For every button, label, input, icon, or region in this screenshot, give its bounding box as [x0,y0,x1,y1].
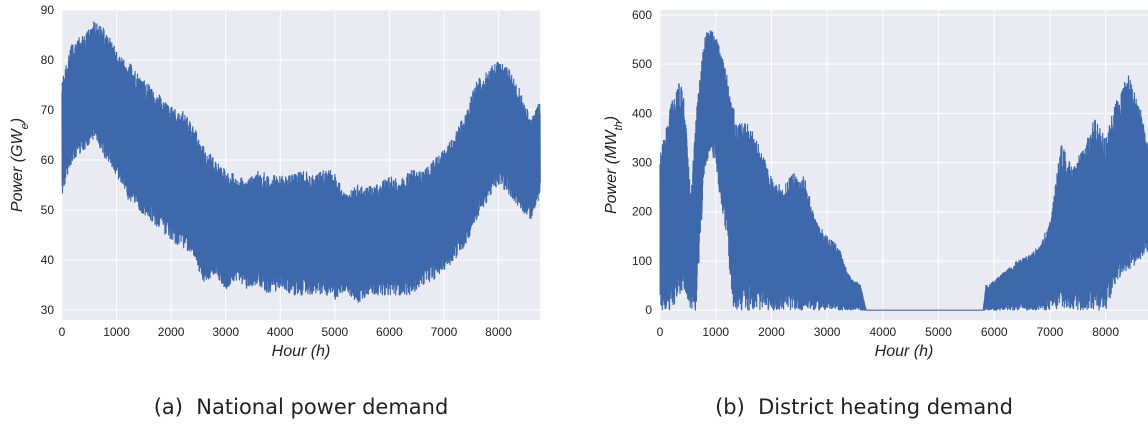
x-tick-label: 8000 [1092,325,1119,339]
y-tick-label: 50 [41,203,55,217]
y-axis-label-b-sub: th [613,121,625,130]
y-axis-label-a-main: Power (GW [9,127,26,212]
x-axis-label-b: Hour (h) [875,343,934,360]
x-axis-label-a: Hour (h) [272,343,331,360]
x-tick-label: 0 [657,325,664,339]
series-line [659,30,1148,311]
y-tick-labels-a: 30 40 50 60 70 80 90 [41,3,55,317]
x-tick-labels-b: 0 1000 2000 3000 4000 5000 6000 7000 8000 [657,325,1120,339]
series-line [61,21,541,303]
x-tick-label: 6000 [376,325,403,339]
y-tick-label: 500 [632,57,652,71]
x-tick-label: 3000 [814,325,841,339]
x-tick-labels-a: 0 1000 2000 3000 4000 5000 6000 7000 8000 [59,325,513,339]
x-tick-label: 4000 [869,325,896,339]
y-axis-label-a-close: ) [9,118,26,125]
x-axis-label-b-unit: (h) [914,343,934,360]
x-tick-label: 5000 [321,325,348,339]
y-tick-label: 200 [632,205,652,219]
x-tick-label: 7000 [1037,325,1064,339]
x-tick-label: 0 [59,325,66,339]
y-tick-label: 600 [632,8,652,22]
y-tick-label: 400 [632,106,652,120]
x-tick-label: 5000 [925,325,952,339]
x-axis-label-a-unit: (h) [311,343,331,360]
y-tick-label: 100 [632,254,652,268]
series-a [61,21,541,303]
y-tick-label: 70 [41,103,55,117]
x-tick-label: 4000 [267,325,294,339]
caption-b: (b) District heating demand [715,395,1013,419]
y-tick-label: 60 [41,153,55,167]
chart-district-heating-demand: 0 1000 2000 3000 4000 5000 6000 7000 8000 0 100 20… [603,8,1148,419]
y-tick-label: 40 [41,253,55,267]
x-tick-label: 3000 [212,325,239,339]
x-tick-label: 7000 [431,325,458,339]
y-tick-label: 30 [41,303,55,317]
x-tick-label: 2000 [158,325,185,339]
x-axis-label-b-main: Hour [875,343,914,360]
y-axis-label-b: Power (MWth) [603,116,625,214]
y-axis-label-b-main: Power (MW [603,129,620,214]
x-tick-label: 6000 [981,325,1008,339]
x-tick-label: 8000 [485,325,512,339]
y-tick-labels-b: 0 100 200 300 400 500 600 [632,8,652,317]
x-axis-label-a-main: Hour [272,343,311,360]
x-tick-label: 2000 [758,325,785,339]
y-tick-label: 0 [645,303,652,317]
y-tick-label: 300 [632,156,652,170]
caption-a: (a) National power demand [154,395,449,419]
x-tick-label: 1000 [702,325,729,339]
chart-national-power-demand: 0 1000 2000 3000 4000 5000 6000 7000 8000 30 40 50… [9,3,541,419]
x-tick-label: 1000 [103,325,130,339]
y-axis-label-a: Power (GWe) [9,118,31,212]
y-tick-label: 90 [41,3,55,17]
y-tick-label: 80 [41,53,55,67]
y-axis-label-a-sub: e [19,123,31,129]
series-b [659,30,1148,311]
y-axis-label-b-close: ) [603,116,620,123]
